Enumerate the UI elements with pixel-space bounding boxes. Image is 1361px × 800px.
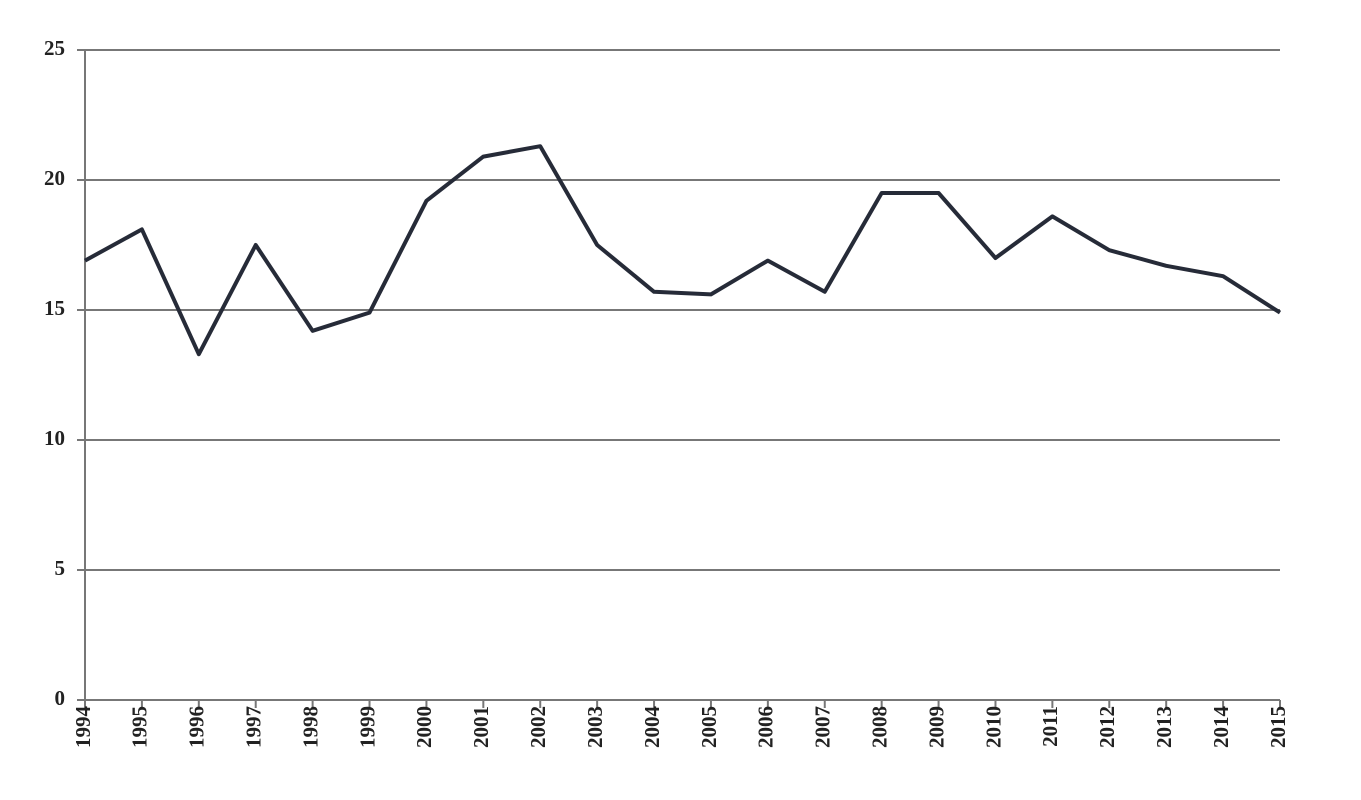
x-tick-label: 2014: [1209, 706, 1233, 749]
x-tick-label: 2013: [1152, 706, 1176, 748]
x-tick-label: 2000: [412, 706, 436, 748]
x-tick-label: 2009: [924, 706, 948, 748]
y-tick-label: 15: [44, 296, 65, 320]
x-tick-label: 1998: [298, 706, 322, 748]
x-tick-label: 2004: [640, 706, 664, 749]
x-tick-label: 2001: [469, 706, 493, 748]
y-tick-label: 20: [44, 166, 65, 190]
y-tick-label: 5: [55, 556, 66, 580]
x-tick-label: 2003: [583, 706, 607, 748]
x-tick-label: 2008: [867, 706, 891, 748]
x-tick-label: 2011: [1038, 706, 1062, 747]
x-tick-label: 1996: [185, 706, 209, 748]
x-tick-label: 2010: [981, 706, 1005, 748]
x-tick-label: 2006: [754, 706, 778, 748]
x-tick-label: 2005: [697, 706, 721, 748]
x-tick-label: 1999: [355, 706, 379, 748]
y-tick-label: 0: [55, 686, 66, 710]
x-tick-label: 1994: [71, 706, 95, 749]
x-tick-label: 2007: [811, 706, 835, 748]
y-tick-label: 25: [44, 36, 65, 60]
x-tick-label: 1995: [128, 706, 152, 748]
data-line: [84, 144, 1282, 357]
y-tick-label: 10: [44, 426, 65, 450]
x-tick-label: 2015: [1266, 706, 1290, 748]
x-tick-label: 2002: [526, 706, 550, 748]
x-tick-label: 2012: [1095, 706, 1119, 748]
x-tick-label: 1997: [242, 706, 266, 748]
